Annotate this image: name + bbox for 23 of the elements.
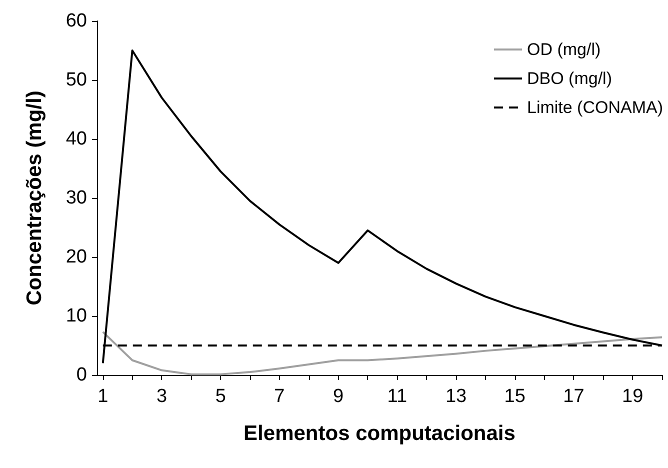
y-tick-label: 60 <box>66 10 87 32</box>
x-tick-label: 11 <box>387 386 408 407</box>
y-tick-label: 10 <box>66 306 87 326</box>
y-tick-label: 40 <box>66 128 87 150</box>
x-tick-label: 1 <box>98 386 108 407</box>
x-tick-label: 15 <box>504 386 526 407</box>
y-tick-label: 50 <box>66 70 87 90</box>
y-axis-title: Concentrações (mg/l) <box>23 90 46 306</box>
x-tick-label: 9 <box>333 386 344 407</box>
x-tick-label: 3 <box>156 386 168 407</box>
y-tick-label: 0 <box>76 364 87 386</box>
legend-label: OD (mg/l) <box>526 40 601 59</box>
line-series <box>102 330 663 376</box>
x-tick-label: 13 <box>445 386 467 407</box>
x-tick-label: 17 <box>563 386 584 407</box>
x-tick-label: 19 <box>622 386 644 407</box>
x-tick-label: 5 <box>215 386 226 407</box>
x-tick-label: 7 <box>274 386 285 407</box>
y-tick-label: 20 <box>66 246 87 268</box>
y-tick-label: 30 <box>66 188 87 208</box>
legend-label: DBO (mg/l) <box>526 69 612 88</box>
x-axis-title: Elementos computacionais <box>244 422 516 445</box>
legend-label: Limite (CONAMA) <box>526 98 664 117</box>
